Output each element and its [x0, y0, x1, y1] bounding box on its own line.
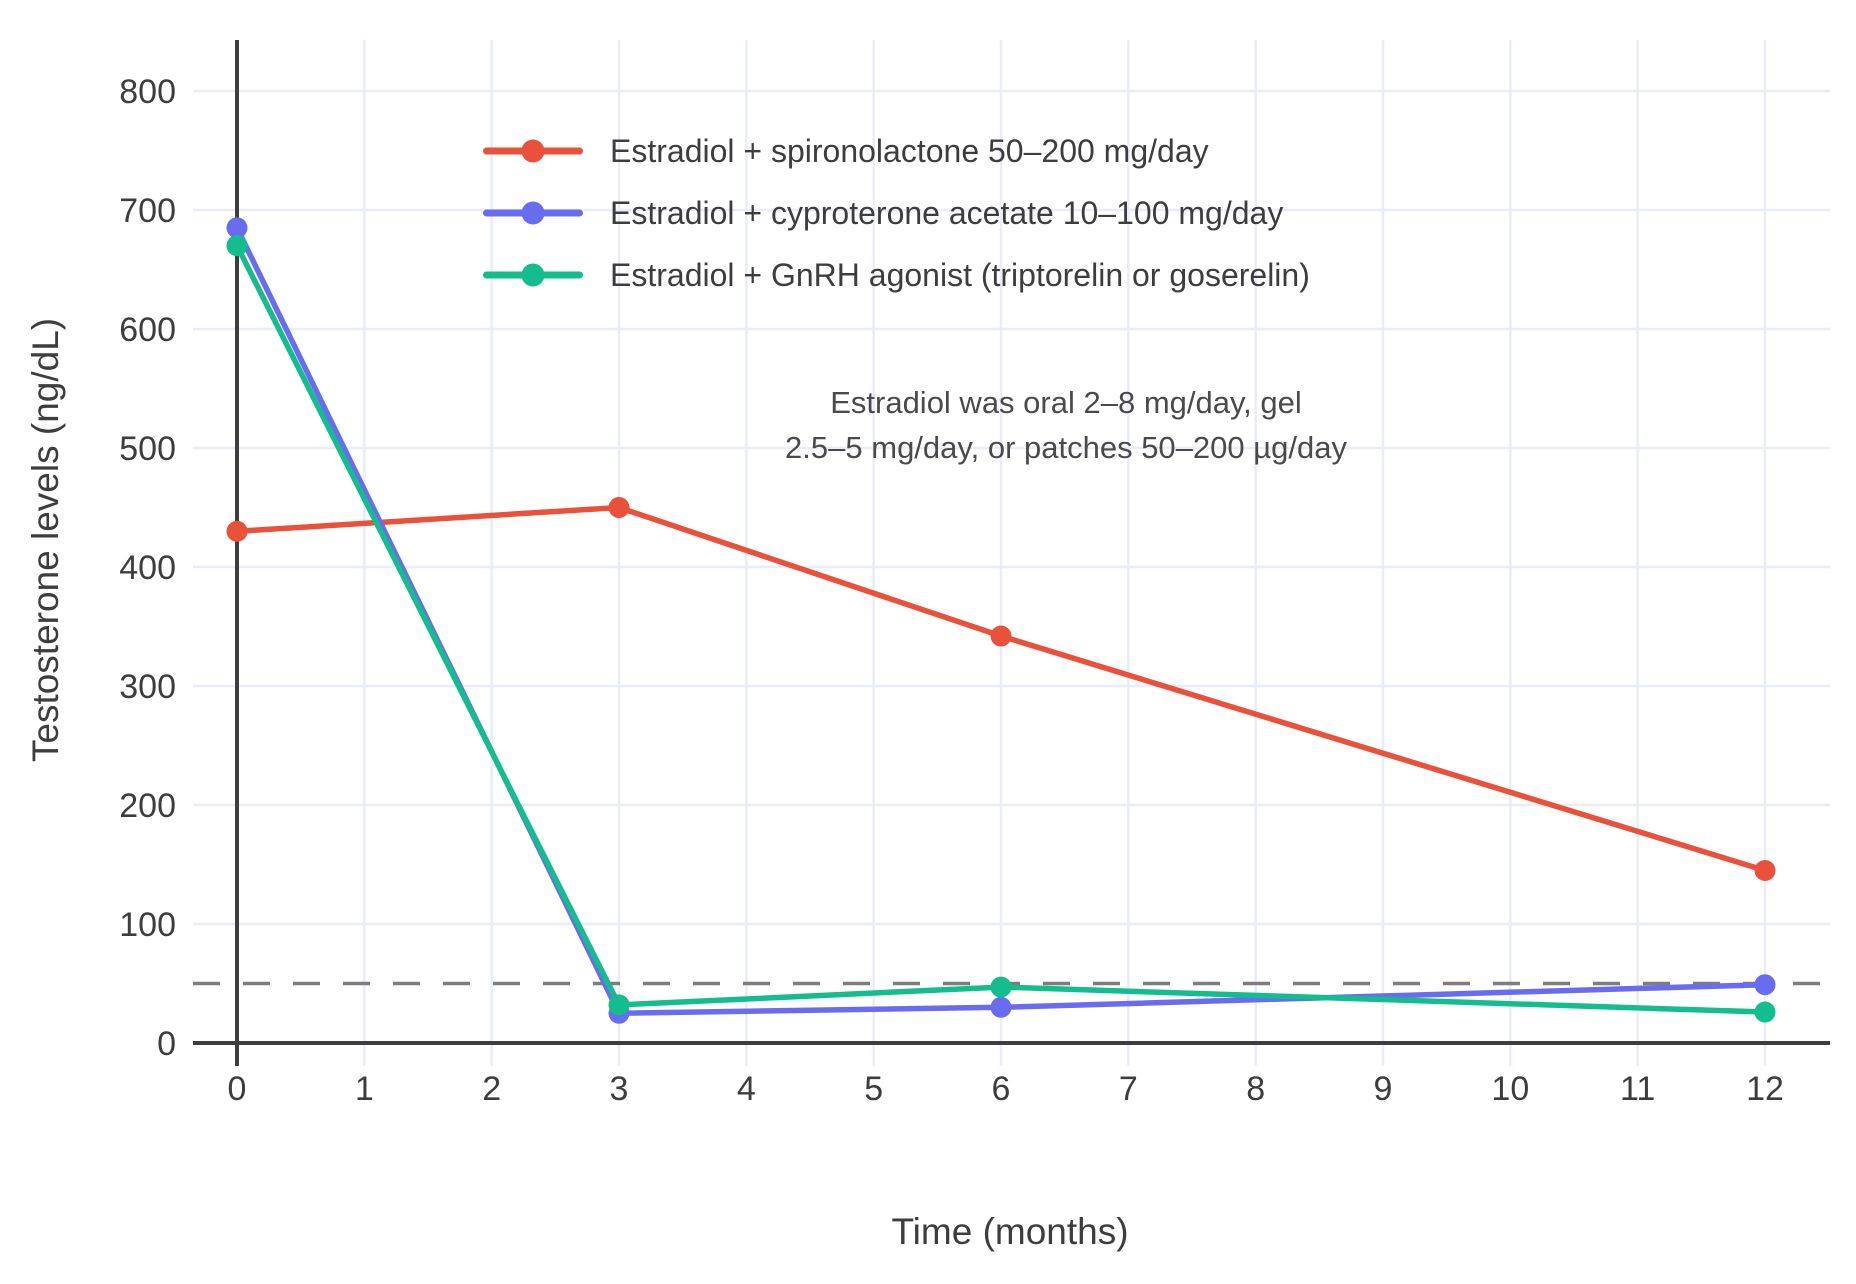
x-tick-label: 12	[1746, 1070, 1784, 1108]
data-point-1	[1754, 974, 1776, 996]
data-point-2	[226, 235, 248, 257]
x-tick-label: 11	[1620, 1070, 1655, 1108]
series-line-0	[234, 504, 1768, 874]
data-point-2	[608, 994, 630, 1016]
legend-marker-icon	[483, 263, 583, 287]
data-point-2	[990, 976, 1012, 998]
y-tick-label: 600	[119, 311, 176, 349]
data-point-0	[608, 497, 630, 518]
y-tick-label: 0	[157, 1025, 176, 1063]
data-point-2	[1754, 1001, 1776, 1023]
y-tick-label: 200	[119, 787, 176, 825]
legend-marker-icon	[483, 201, 583, 225]
x-tick-label: 4	[737, 1070, 756, 1108]
series-line-2	[234, 242, 1768, 1015]
data-point-0	[990, 625, 1012, 647]
legend-item-gnrh-agonist: Estradiol + GnRH agonist (triptorelin or…	[483, 244, 1310, 306]
legend-label: Estradiol + cyproterone acetate 10–100 m…	[610, 194, 1284, 231]
legend-label: Estradiol + spironolactone 50–200 mg/day	[610, 132, 1209, 169]
x-tick-label: 9	[1374, 1070, 1393, 1108]
y-axis-title: Testosterone levels (ng/dL)	[25, 317, 66, 763]
y-tick-label: 800	[119, 73, 176, 111]
y-tick-label: 300	[119, 668, 176, 706]
data-point-0	[1754, 859, 1776, 881]
legend-marker-icon	[483, 139, 583, 163]
x-tick-label: 1	[355, 1070, 374, 1108]
legend-label: Estradiol + GnRH agonist (triptorelin or…	[610, 256, 1310, 293]
legend-item-cyproterone: Estradiol + cyproterone acetate 10–100 m…	[483, 182, 1310, 244]
data-point-1	[990, 996, 1012, 1018]
annotation-note: Estradiol was oral 2–8 mg/day, gel 2.5–5…	[785, 380, 1347, 470]
y-tick-label: 400	[119, 549, 176, 587]
data-point-0	[226, 520, 248, 542]
x-tick-label: 8	[1246, 1070, 1265, 1108]
x-tick-label: 3	[610, 1070, 629, 1108]
x-tick-label: 7	[1119, 1070, 1138, 1108]
x-tick-label: 2	[482, 1070, 501, 1108]
x-tick-label: 0	[228, 1070, 247, 1108]
annotation-line-1: Estradiol was oral 2–8 mg/day, gel	[830, 385, 1302, 420]
x-tick-label: 6	[992, 1070, 1011, 1108]
data-point-1	[226, 217, 248, 239]
y-tick-label: 100	[119, 906, 176, 944]
y-tick-label: 700	[119, 192, 176, 230]
x-tick-label: 5	[864, 1070, 883, 1108]
x-axis-title: Time (months)	[891, 1211, 1129, 1252]
x-tick-label: 10	[1491, 1070, 1529, 1108]
y-tick-label: 500	[119, 430, 176, 468]
legend: Estradiol + spironolactone 50–200 mg/day…	[483, 120, 1310, 306]
legend-item-spironolactone: Estradiol + spironolactone 50–200 mg/day	[483, 120, 1310, 182]
annotation-line-2: 2.5–5 mg/day, or patches 50–200 µg/day	[785, 430, 1347, 465]
